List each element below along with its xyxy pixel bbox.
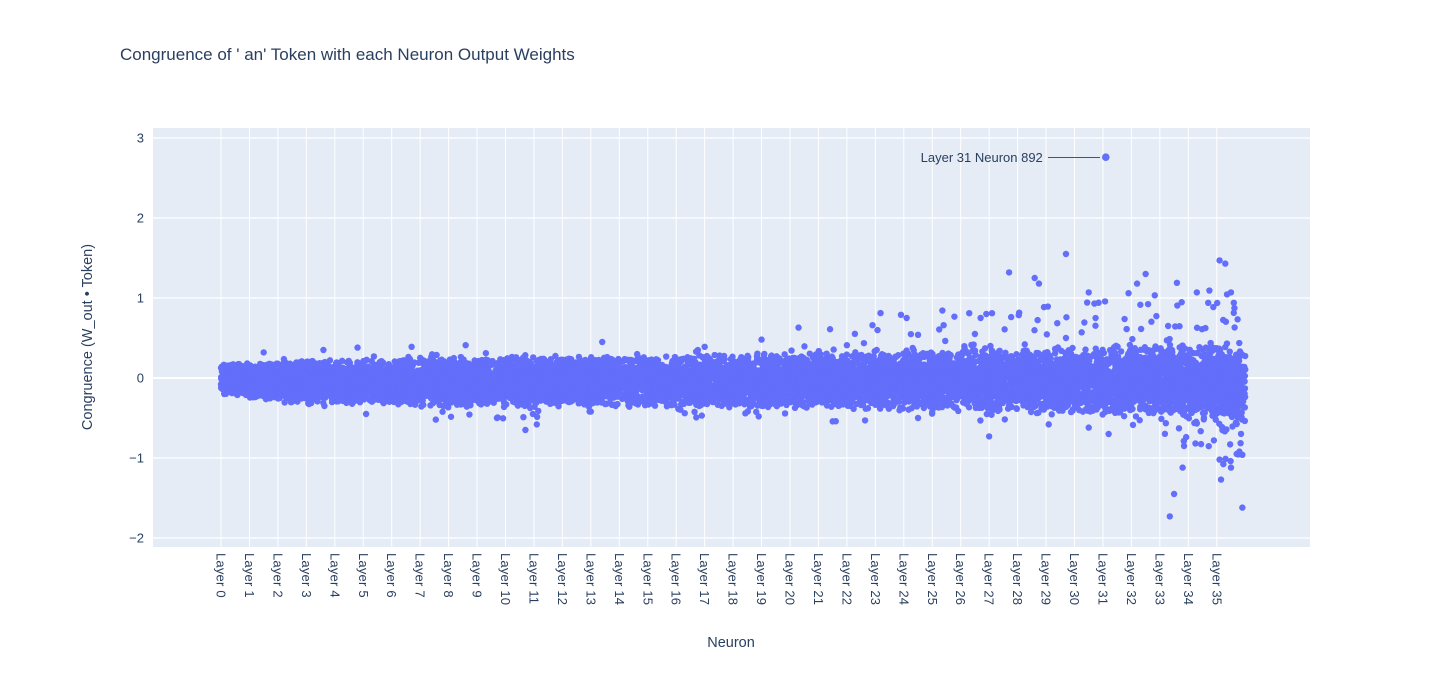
y-tick-label: 3 xyxy=(136,130,144,146)
x-tick-label: Layer 34 xyxy=(1180,553,1196,606)
x-tick-label: Layer 0 xyxy=(213,553,229,598)
x-axis-title: Neuron xyxy=(707,635,755,651)
x-tick-label: Layer 12 xyxy=(554,553,570,606)
x-tick-label: Layer 30 xyxy=(1067,553,1082,606)
y-tick-label: 0 xyxy=(136,370,144,386)
x-tick-label: Layer 19 xyxy=(754,553,770,606)
x-tick-label: Layer 27 xyxy=(981,553,997,606)
scatter-canvas xyxy=(153,128,1310,547)
y-tick-label: 1 xyxy=(136,290,144,306)
x-tick-label: Layer 23 xyxy=(867,553,883,606)
x-tick-label: Layer 9 xyxy=(469,553,485,598)
x-tick-label: Layer 35 xyxy=(1209,553,1225,606)
y-axis-title: Congruence (W_out • Token) xyxy=(80,243,96,431)
x-tick-label: Layer 21 xyxy=(810,553,826,606)
annotation-text: Layer 31 Neuron 892 xyxy=(920,149,1043,165)
x-tick-label: Layer 5 xyxy=(355,553,371,598)
x-tick-label: Layer 10 xyxy=(498,553,513,606)
x-tick-label: Layer 26 xyxy=(953,553,969,606)
x-tick-label: Layer 33 xyxy=(1152,553,1168,606)
x-tick-label: Layer 2 xyxy=(270,553,286,598)
x-tick-label: Layer 31 xyxy=(1095,553,1111,606)
x-tick-label: Layer 3 xyxy=(298,553,314,598)
x-tick-label: Layer 1 xyxy=(241,553,257,598)
x-tick-label: Layer 24 xyxy=(896,553,912,606)
x-tick-label: Layer 14 xyxy=(611,553,627,606)
x-tick-label: Layer 29 xyxy=(1038,553,1054,606)
x-tick-label: Layer 20 xyxy=(782,553,798,606)
x-tick-label: Layer 8 xyxy=(441,553,457,598)
chart-title: Congruence of ' an' Token with each Neur… xyxy=(120,45,575,64)
annotation-connector-line xyxy=(1047,156,1100,158)
y-tick-label: −2 xyxy=(129,530,144,546)
x-tick-label: Layer 25 xyxy=(924,553,940,606)
x-tick-label: Layer 17 xyxy=(697,553,713,606)
y-tick-label: 2 xyxy=(136,210,144,226)
x-tick-label: Layer 18 xyxy=(725,553,741,606)
x-tick-label: Layer 7 xyxy=(412,553,428,598)
y-tick-label: −1 xyxy=(129,450,144,466)
x-tick-label: Layer 6 xyxy=(384,553,400,598)
x-tick-label: Layer 32 xyxy=(1123,553,1139,606)
x-tick-label: Layer 4 xyxy=(327,553,343,598)
x-tick-label: Layer 15 xyxy=(640,553,656,606)
annotation-layer31-neuron892[interactable]: Layer 31 Neuron 892 xyxy=(921,147,1100,167)
x-tick-label: Layer 13 xyxy=(583,553,599,606)
plot-area[interactable] xyxy=(153,128,1310,547)
x-tick-label: Layer 28 xyxy=(1010,553,1026,606)
x-tick-label: Layer 11 xyxy=(526,553,542,605)
x-tick-label: Layer 16 xyxy=(668,553,684,606)
x-tick-label: Layer 22 xyxy=(839,553,855,606)
